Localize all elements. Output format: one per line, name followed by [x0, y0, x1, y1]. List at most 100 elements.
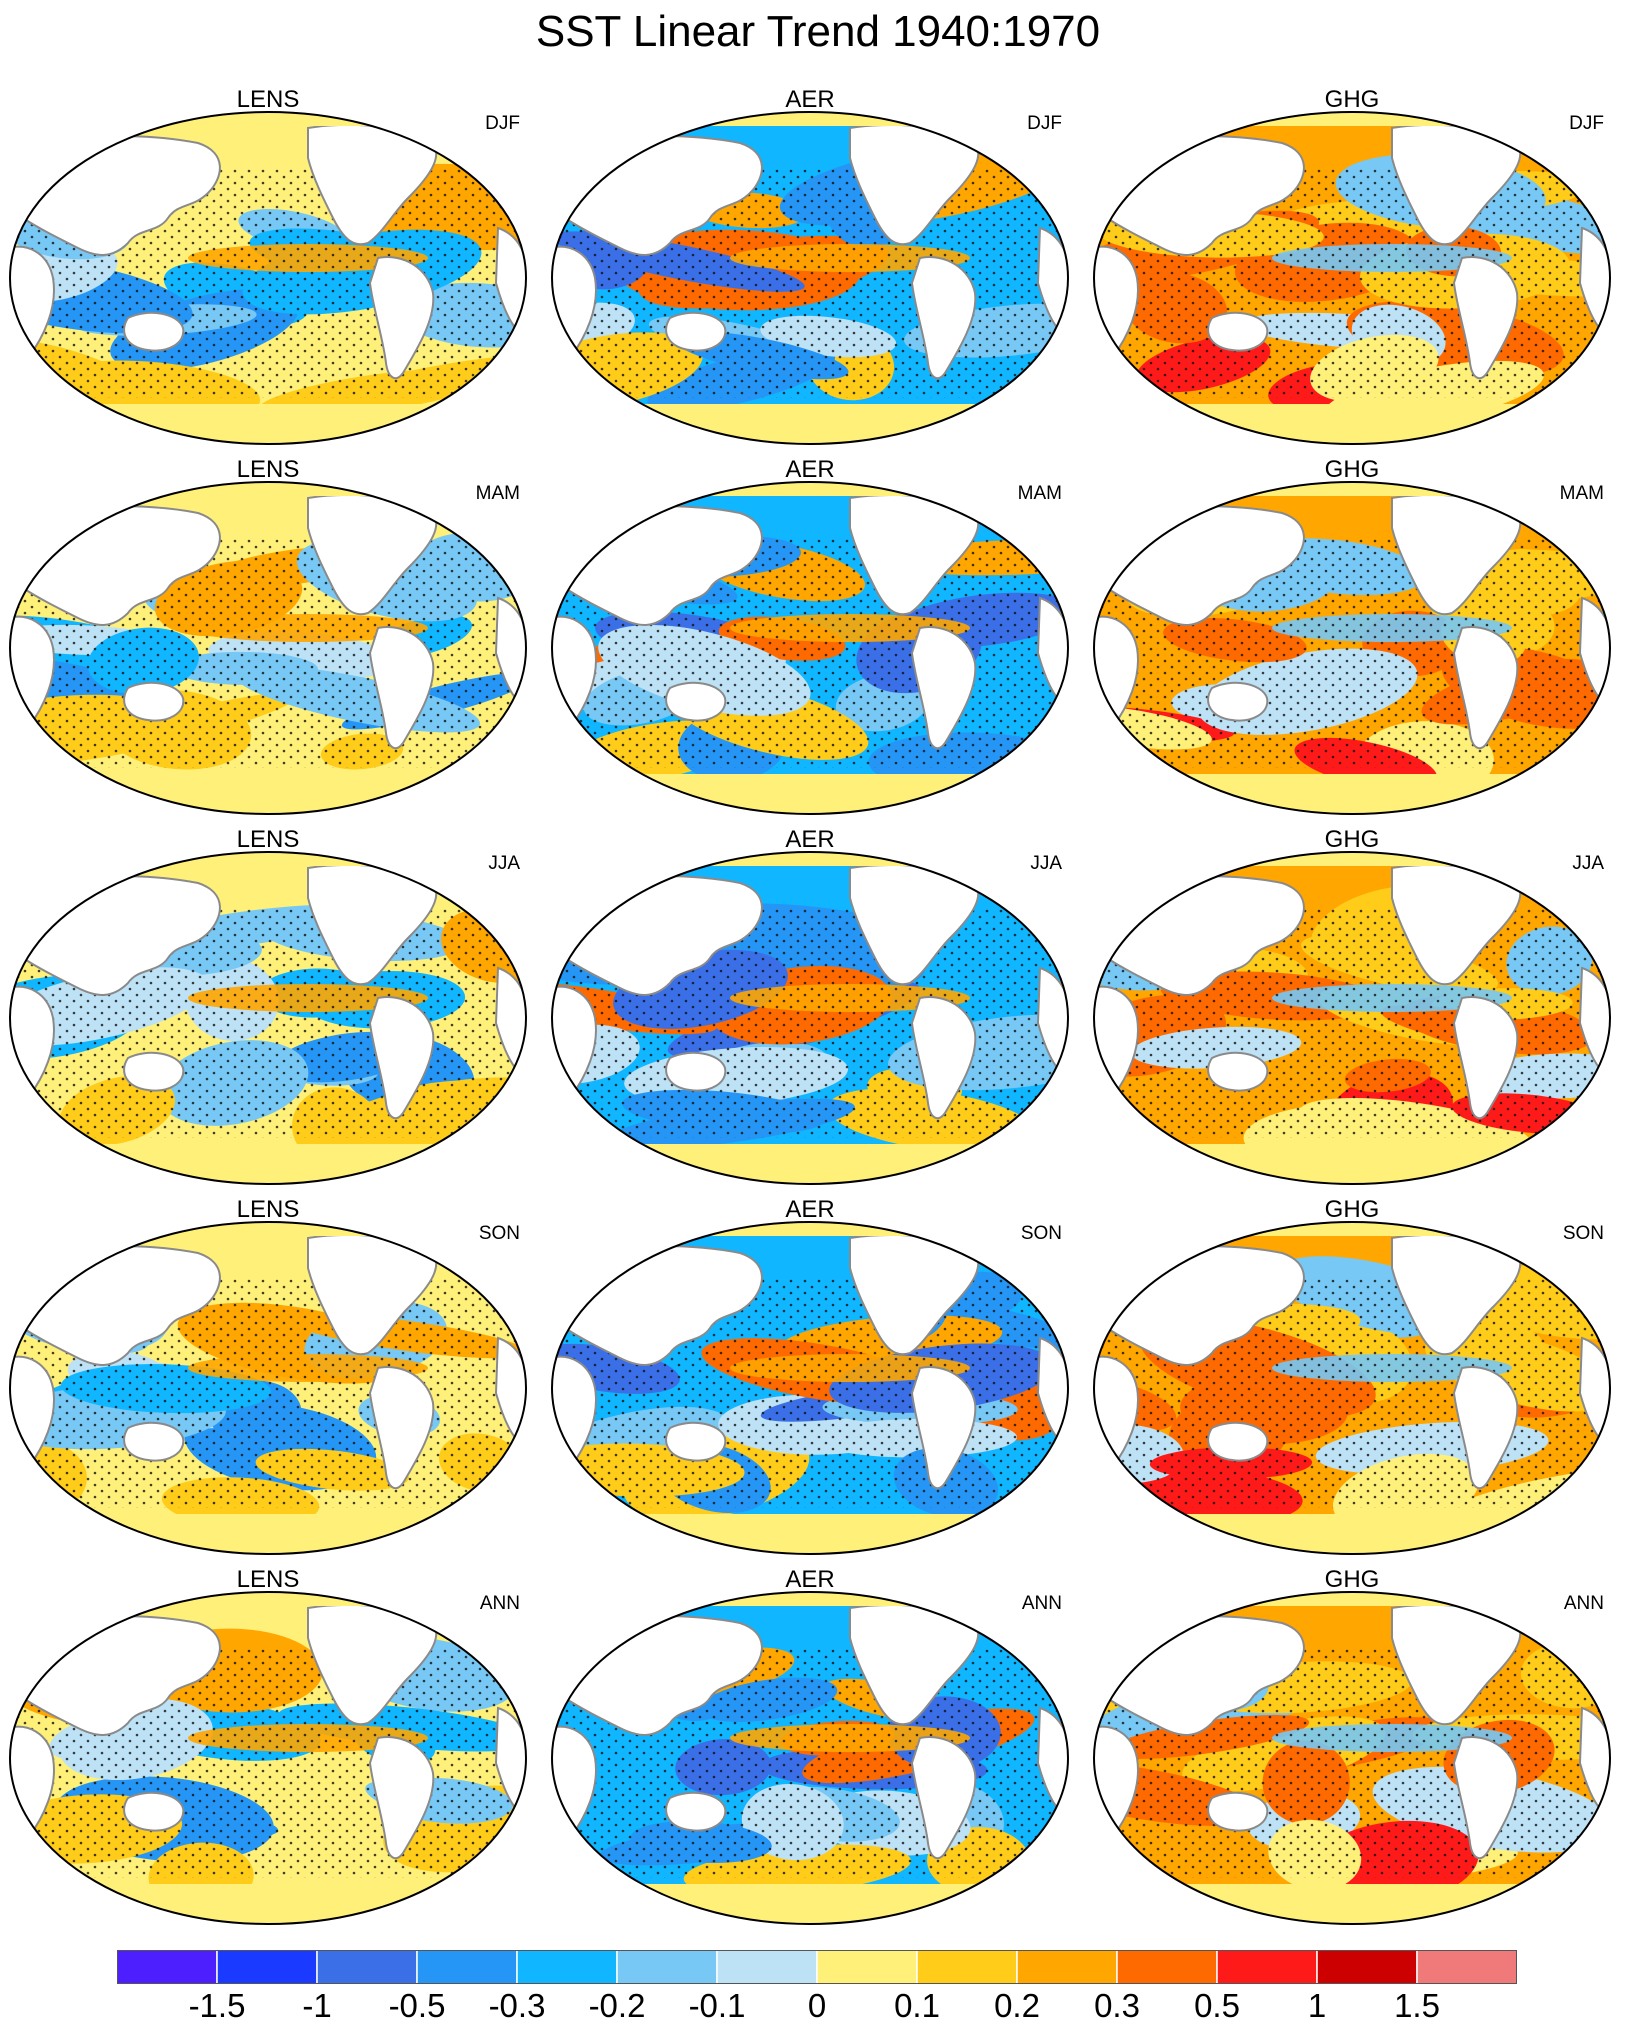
- colorbar-swatch: [117, 1950, 218, 1984]
- colorbar-swatch: [416, 1950, 518, 1984]
- land-mass: [446, 1235, 488, 1275]
- arctic-margin: [1094, 1592, 1610, 1606]
- arctic-margin: [1094, 852, 1610, 866]
- sst-trend-map: [1093, 1221, 1611, 1555]
- map-panel-aer-ann: AER ANN: [550, 1566, 1070, 1934]
- land-mass: [494, 226, 526, 340]
- colorbar-tick-label: 0: [807, 1987, 827, 2024]
- panel-model-label: LENS: [236, 1196, 300, 1223]
- land-mass: [1530, 125, 1572, 165]
- land-mass: [1207, 1791, 1269, 1832]
- sst-trend-map: [1093, 481, 1611, 815]
- land-mass: [368, 1736, 435, 1860]
- arctic-margin: [1094, 112, 1610, 126]
- land-mass: [1036, 966, 1068, 1080]
- map-border: [551, 851, 1069, 1185]
- antarctic-margin: [552, 404, 1068, 444]
- antarctic-margin: [10, 404, 526, 444]
- map-panel-lens-ann: LENS ANN: [8, 1566, 528, 1934]
- land-mass: [123, 1791, 185, 1832]
- arctic-margin: [1094, 1222, 1610, 1236]
- colorbar-tick-label: 1.5: [1394, 1987, 1440, 2024]
- colorbar-tick-label: 0.2: [994, 1987, 1040, 2024]
- arctic-margin: [10, 1592, 526, 1606]
- land-mass: [665, 311, 727, 352]
- map-border: [9, 111, 527, 445]
- antarctic-margin: [1094, 1144, 1610, 1184]
- land-mass: [1530, 1235, 1572, 1275]
- land-mass: [494, 596, 526, 710]
- land-mass: [446, 125, 488, 165]
- land-mass: [123, 1421, 185, 1462]
- panel-model-label: GHG: [1324, 456, 1380, 483]
- land-mass: [368, 996, 435, 1120]
- map-panel-lens-mam: LENS MAM: [8, 456, 528, 824]
- antarctic-margin: [1094, 1884, 1610, 1924]
- land-mass: [1452, 626, 1519, 750]
- map-border: [1093, 111, 1611, 445]
- antarctic-margin: [1094, 774, 1610, 814]
- sst-trend-map: [1093, 1591, 1611, 1925]
- antarctic-margin: [10, 1514, 526, 1554]
- map-panel-aer-jja: AER JJA: [550, 826, 1070, 1194]
- panel-season-label: JJA: [1030, 853, 1062, 874]
- map-panel-ghg-mam: GHG MAM: [1092, 456, 1612, 824]
- panel-season-label: JJA: [1572, 853, 1604, 874]
- land-mass: [1036, 1336, 1068, 1450]
- panel-model-label: GHG: [1324, 1196, 1380, 1223]
- land-mass: [910, 626, 977, 750]
- panel-season-label: SON: [478, 1223, 520, 1244]
- land-mass: [665, 681, 727, 722]
- land-mass: [1207, 1051, 1269, 1092]
- panel-model-label: GHG: [1324, 826, 1380, 853]
- land-mass: [1036, 226, 1068, 340]
- map-border: [9, 1221, 527, 1555]
- land-mass: [123, 311, 185, 352]
- map-border: [551, 111, 1069, 445]
- land-mass: [1452, 1366, 1519, 1490]
- panel-model-label: AER: [785, 826, 835, 853]
- colorbar-swatch: [1016, 1950, 1118, 1984]
- sst-trend-map: [9, 1221, 527, 1555]
- land-mass: [368, 256, 435, 380]
- panel-model-label: AER: [785, 1196, 835, 1223]
- land-mass: [910, 256, 977, 380]
- map-panel-ghg-jja: GHG JJA: [1092, 826, 1612, 1194]
- colorbar-swatch: [916, 1950, 1018, 1984]
- map-border: [9, 481, 527, 815]
- map-panel-lens-jja: LENS JJA: [8, 826, 528, 1194]
- arctic-margin: [10, 852, 526, 866]
- antarctic-margin: [552, 1884, 1068, 1924]
- land-mass: [1452, 996, 1519, 1120]
- map-border: [1093, 481, 1611, 815]
- sst-trend-map: [551, 1591, 1069, 1925]
- arctic-margin: [10, 112, 526, 126]
- colorbar-tick-label: -1.5: [188, 1987, 246, 2024]
- arctic-margin: [552, 1592, 1068, 1606]
- panel-model-label: GHG: [1324, 1566, 1380, 1593]
- panel-season-label: JJA: [488, 853, 520, 874]
- map-border: [9, 1591, 527, 1925]
- map-panel-lens-djf: LENS DJF: [8, 86, 528, 454]
- colorbar-swatch: [516, 1950, 618, 1984]
- antarctic-margin: [1094, 1514, 1610, 1554]
- sst-trend-map: [9, 111, 527, 445]
- land-mass: [123, 681, 185, 722]
- colorbar-tick-label: -0.3: [488, 1987, 546, 2024]
- colorbar-swatch: [316, 1950, 418, 1984]
- sst-trend-map: [551, 851, 1069, 1185]
- arctic-margin: [552, 852, 1068, 866]
- antarctic-margin: [10, 1144, 526, 1184]
- sst-trend-map: [551, 1221, 1069, 1555]
- colorbar-swatch: [816, 1950, 918, 1984]
- panel-model-label: AER: [785, 86, 835, 113]
- land-mass: [368, 626, 435, 750]
- sst-trend-map: [551, 481, 1069, 815]
- panel-season-label: DJF: [1569, 113, 1604, 134]
- sst-trend-map: [1093, 111, 1611, 445]
- land-mass: [1207, 311, 1269, 352]
- panel-season-label: MAM: [1559, 483, 1604, 504]
- land-mass: [446, 495, 488, 535]
- panel-model-label: AER: [785, 456, 835, 483]
- land-mass: [1578, 596, 1610, 710]
